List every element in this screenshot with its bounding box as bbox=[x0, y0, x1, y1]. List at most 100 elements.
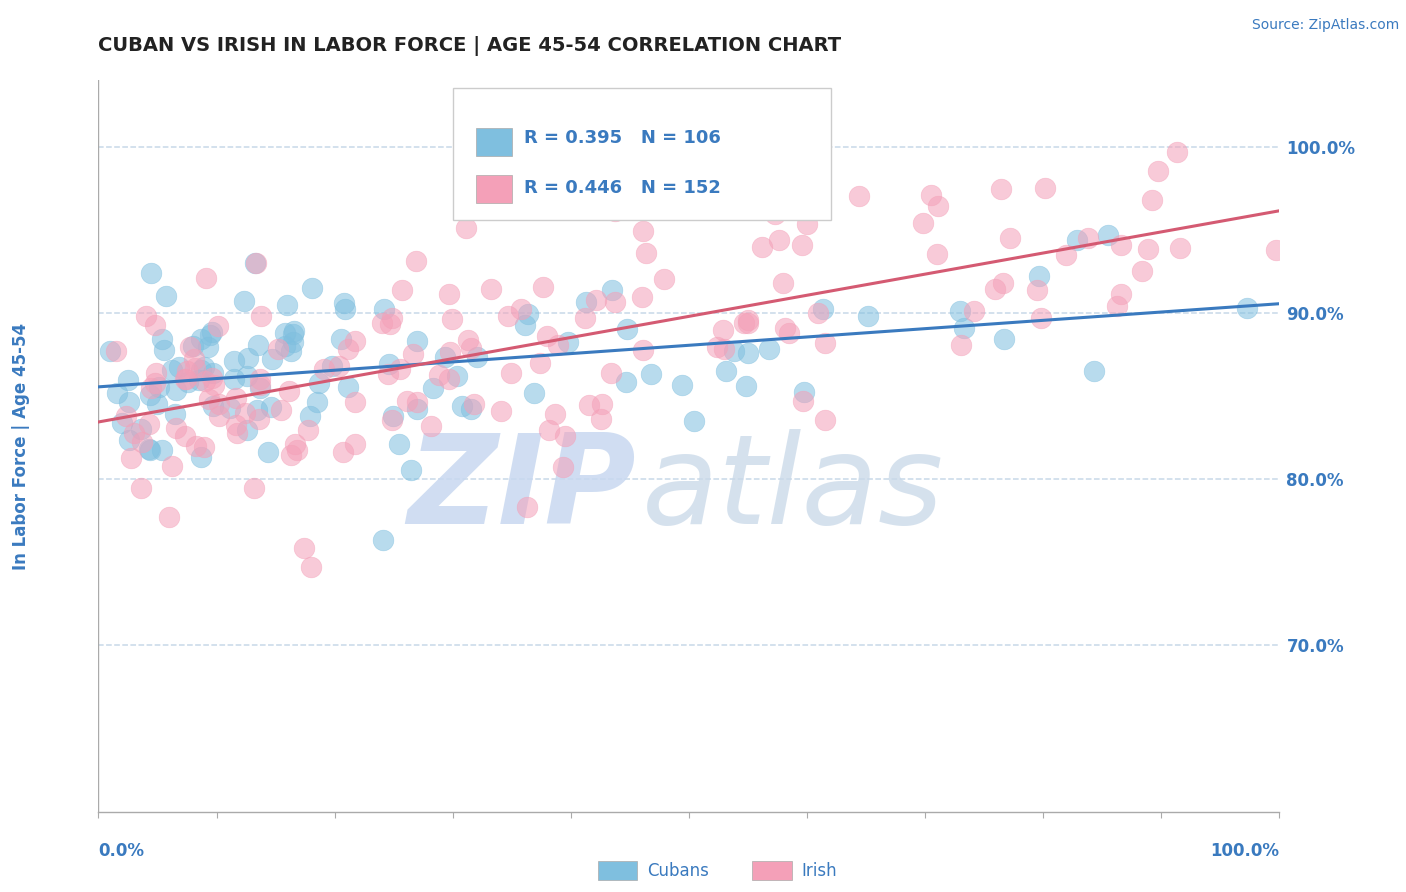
Point bbox=[391, 283, 413, 297]
Point bbox=[267, 343, 290, 357]
Point bbox=[949, 303, 972, 318]
Point bbox=[181, 339, 204, 353]
Point bbox=[321, 359, 343, 374]
Point bbox=[117, 372, 139, 386]
Point bbox=[1028, 268, 1050, 283]
Text: Cubans: Cubans bbox=[647, 862, 709, 880]
Point bbox=[792, 393, 814, 408]
Point bbox=[243, 481, 266, 495]
Point bbox=[183, 351, 205, 366]
Point bbox=[790, 238, 813, 252]
Point bbox=[496, 310, 519, 324]
Point bbox=[531, 280, 554, 294]
Point bbox=[1109, 287, 1132, 301]
Point bbox=[737, 316, 759, 330]
Text: In Labor Force | Age 45-54: In Labor Force | Age 45-54 bbox=[13, 322, 30, 570]
Point bbox=[631, 224, 654, 238]
Point bbox=[405, 254, 427, 268]
Point bbox=[983, 282, 1005, 296]
Point bbox=[603, 295, 626, 310]
Point bbox=[330, 333, 353, 347]
Point bbox=[457, 333, 479, 347]
Point bbox=[814, 413, 837, 427]
Point bbox=[174, 372, 197, 386]
Point bbox=[129, 481, 152, 495]
Point bbox=[208, 409, 231, 423]
Point bbox=[184, 361, 207, 376]
Point bbox=[111, 416, 134, 430]
Point bbox=[631, 290, 654, 304]
Point bbox=[422, 381, 444, 395]
Point bbox=[225, 391, 247, 405]
Point bbox=[636, 246, 658, 260]
Point bbox=[198, 392, 221, 406]
Point bbox=[737, 312, 759, 326]
Point bbox=[460, 341, 482, 355]
Point bbox=[344, 394, 367, 409]
Point bbox=[174, 429, 197, 443]
Point bbox=[451, 399, 474, 413]
Point bbox=[193, 360, 215, 375]
Point bbox=[184, 439, 207, 453]
Point bbox=[388, 436, 411, 450]
Point bbox=[188, 373, 211, 387]
Point bbox=[105, 343, 128, 358]
Point bbox=[706, 340, 728, 354]
Point bbox=[730, 153, 752, 168]
Point bbox=[456, 221, 478, 235]
Point bbox=[488, 177, 510, 191]
Point bbox=[547, 337, 569, 351]
Point bbox=[1083, 364, 1105, 378]
Point bbox=[1097, 228, 1119, 243]
Point bbox=[848, 188, 870, 202]
Point bbox=[165, 421, 187, 435]
Point bbox=[260, 400, 283, 414]
Point bbox=[308, 376, 330, 391]
Point bbox=[143, 318, 166, 333]
Point bbox=[236, 351, 259, 366]
Point bbox=[377, 367, 399, 381]
Point bbox=[1264, 244, 1286, 258]
Point bbox=[1105, 299, 1128, 313]
Point bbox=[388, 362, 411, 376]
Point bbox=[284, 437, 307, 451]
Point bbox=[465, 350, 488, 364]
Point bbox=[1111, 237, 1133, 252]
Point bbox=[381, 310, 404, 325]
Point bbox=[856, 310, 879, 324]
Point bbox=[250, 309, 273, 323]
Point bbox=[1140, 193, 1163, 207]
Point bbox=[735, 379, 758, 393]
Point bbox=[218, 401, 240, 416]
Point bbox=[193, 440, 215, 454]
Point bbox=[270, 403, 292, 417]
Point bbox=[201, 366, 224, 380]
Point bbox=[198, 327, 221, 342]
Text: ZIP: ZIP bbox=[408, 429, 636, 550]
Point bbox=[243, 256, 266, 270]
Point bbox=[139, 443, 162, 458]
Point bbox=[557, 335, 579, 350]
Text: R = 0.395   N = 106: R = 0.395 N = 106 bbox=[523, 129, 720, 147]
Point bbox=[1077, 231, 1099, 245]
Point bbox=[920, 188, 942, 202]
Text: atlas: atlas bbox=[641, 429, 943, 550]
Point bbox=[262, 352, 284, 367]
Point bbox=[402, 346, 425, 360]
Point bbox=[118, 395, 141, 409]
Point bbox=[439, 345, 461, 359]
Point bbox=[283, 334, 305, 349]
Point bbox=[1136, 242, 1159, 256]
Point bbox=[603, 204, 626, 219]
Point bbox=[145, 366, 167, 380]
Point bbox=[177, 375, 200, 389]
Point bbox=[373, 533, 395, 548]
Point bbox=[332, 445, 354, 459]
Point bbox=[148, 380, 170, 394]
Point bbox=[278, 384, 301, 399]
Point bbox=[194, 374, 217, 388]
Point bbox=[585, 293, 607, 307]
Point bbox=[1026, 284, 1049, 298]
Point bbox=[723, 343, 745, 358]
Point bbox=[344, 334, 367, 348]
